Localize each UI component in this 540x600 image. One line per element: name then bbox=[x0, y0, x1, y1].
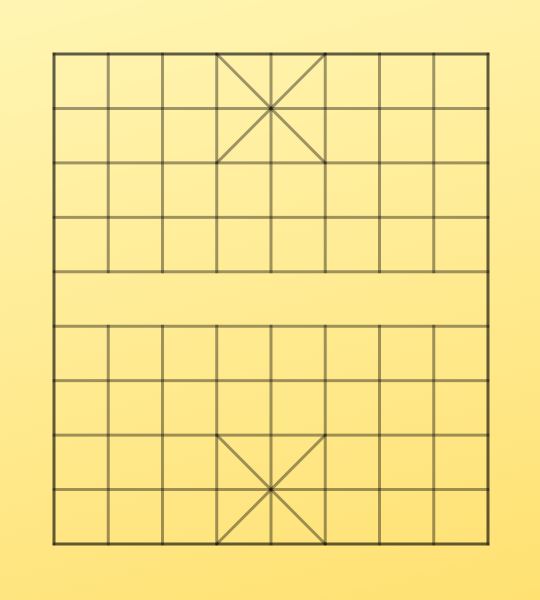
palace-diagonal-bottom bbox=[215, 433, 327, 546]
board-grid bbox=[52, 52, 490, 546]
palace-diagonals bbox=[215, 52, 327, 546]
palace-diagonal-bottom bbox=[215, 433, 327, 546]
palace-diagonal-top bbox=[215, 52, 327, 165]
palace-diagonal-top bbox=[215, 52, 327, 165]
board-border bbox=[52, 52, 490, 546]
